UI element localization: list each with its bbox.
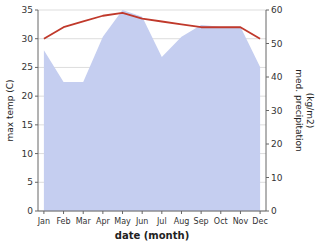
x-tick-label: Jun	[135, 217, 149, 226]
y2-tick	[266, 110, 269, 111]
y2-tick	[266, 77, 269, 78]
x-tick	[240, 211, 241, 214]
y-tick	[35, 96, 38, 97]
x-tick-label: Jul	[156, 217, 167, 226]
y2-tick-label: 60	[271, 5, 283, 15]
x-tick	[201, 211, 202, 214]
chart: Jan Feb Mar AprMay Jun Jul Aug Sep Oct NovDec 0 5 10…	[0, 0, 318, 247]
x-tick	[181, 211, 182, 214]
y2-tick-label: 20	[271, 139, 283, 149]
y-tick-label: 35	[22, 5, 33, 15]
x-tick-label: Nov	[233, 217, 249, 226]
x-tick	[83, 211, 84, 214]
grid-line	[38, 10, 266, 11]
x-tick-label: Jan	[37, 217, 50, 226]
y2-tick	[266, 211, 269, 212]
x-tick-label: Aug	[174, 217, 190, 226]
y-tick-label: 30	[22, 34, 34, 44]
line	[44, 13, 260, 39]
y2-tick-label: 10	[271, 173, 283, 183]
y-tick-label: 0	[27, 206, 33, 216]
x-tick-label: Mar	[76, 217, 92, 226]
y-tick-label: 5	[27, 177, 33, 187]
x-axis-label: date (month)	[115, 230, 189, 241]
y2-tick-label: 0	[271, 206, 277, 216]
x-tick	[142, 211, 143, 214]
x-tick-label: Dec	[252, 217, 267, 226]
grid-line	[38, 211, 266, 212]
x-tick	[220, 211, 221, 214]
x-tick-label: Sep	[194, 217, 209, 226]
y-tick	[35, 10, 38, 11]
y-tick	[35, 182, 38, 183]
y2-axis-label: (kg/m2)	[305, 93, 315, 128]
y2-tick-label: 30	[271, 106, 283, 116]
x-axis	[38, 211, 266, 212]
y-axis-label: max temp (C)	[5, 79, 15, 141]
x-tick-label: May	[114, 217, 131, 226]
x-tick	[260, 211, 261, 214]
y2-tick	[266, 43, 269, 44]
y-tick-label: 25	[22, 62, 33, 72]
x-tick-label: Apr	[96, 217, 111, 226]
x-tick	[122, 211, 123, 214]
y-tick	[35, 67, 38, 68]
x-tick-label: Oct	[214, 217, 228, 226]
y2-tick	[266, 144, 269, 145]
y2-tick	[266, 177, 269, 178]
y-tick-label: 10	[22, 149, 34, 159]
x-tick-label: Feb	[56, 217, 70, 226]
y-tick-label: 20	[22, 91, 34, 101]
y2-tick-label: 40	[271, 72, 283, 82]
y-tick	[35, 124, 38, 125]
y-tick-label: 15	[22, 120, 33, 130]
x-tick	[43, 211, 44, 214]
x-tick	[63, 211, 64, 214]
y-axis	[38, 10, 39, 211]
y2-tick	[266, 10, 269, 11]
x-tick	[102, 211, 103, 214]
y-tick	[35, 153, 38, 154]
area	[44, 10, 260, 211]
plot-area	[44, 10, 260, 211]
y-tick	[35, 211, 38, 212]
y-tick	[35, 38, 38, 39]
x-tick	[161, 211, 162, 214]
y2-tick-label: 50	[271, 39, 283, 49]
y2-axis-label: med. precipitation	[294, 69, 304, 151]
